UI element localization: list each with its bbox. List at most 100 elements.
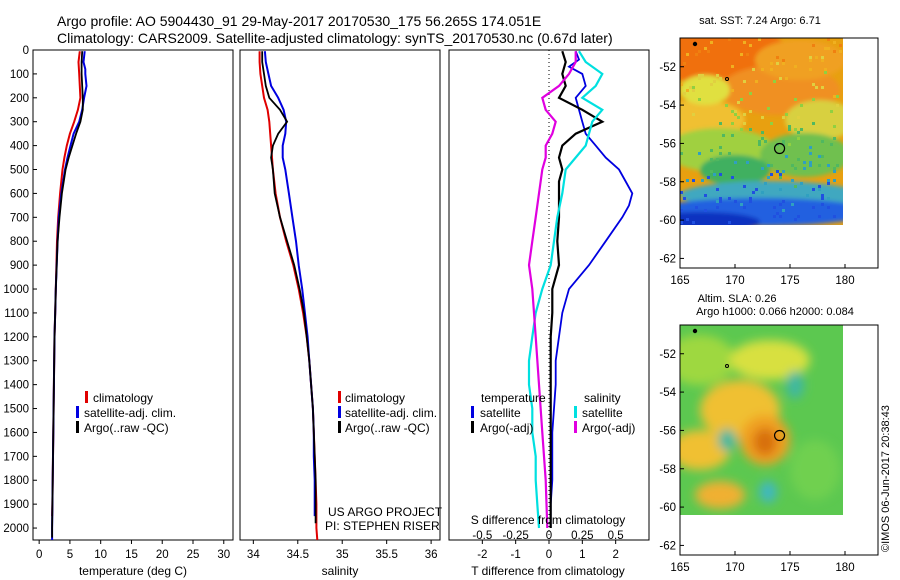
satellite-salinity-line	[263, 51, 316, 517]
depth-axis: 0 100 200 300 400 500 600 700 800 900 1000 1100 1200…	[3, 45, 37, 535]
sla-map-panel: Altim. SLA: 0.26 Argo h1000: 0.066 h2000…	[659, 293, 879, 574]
depth-tick-label: 1300	[3, 356, 29, 368]
lon-tick-label: 170	[725, 275, 744, 287]
lon-tick-label: 180	[835, 275, 854, 287]
depth-tick-label: 800	[10, 236, 29, 248]
sst-map-axes: 165 170 175 180 -52 -54 -56 -58 -60 -62	[659, 41, 855, 287]
x-tick-label: 35	[336, 549, 349, 561]
s-tick-label: 0.25	[571, 530, 593, 542]
sla-map-image	[680, 325, 843, 515]
x-tick-label: 34	[247, 549, 260, 561]
depth-tick-label: 1700	[3, 451, 29, 463]
sla-map-subtitle: Argo h1000: 0.066 h2000: 0.084	[696, 306, 854, 318]
sst-map-panel: sat. SST: 7.24 Argo: 6.71 165 170 175 180 -5…	[659, 15, 879, 287]
argo-position-marker	[773, 142, 786, 155]
temperature-x-label: temperature (deg C)	[79, 564, 187, 578]
sst-map-image	[680, 38, 843, 225]
x-tick-label: 15	[125, 549, 138, 561]
depth-tick-label: 1900	[3, 499, 29, 511]
lon-tick-label: 180	[835, 562, 854, 574]
depth-tick-label: 1800	[3, 475, 29, 487]
x-tick-label: 0	[36, 549, 42, 561]
depth-tick-label: 500	[10, 165, 29, 177]
island-mark	[725, 364, 729, 368]
legend-s-satellite-label: satellite	[582, 406, 623, 420]
satellite-s-difference-line	[527, 50, 604, 529]
lon-tick-label: 165	[670, 562, 689, 574]
argo-temperature-line	[51, 51, 84, 538]
lat-tick-label: -58	[659, 464, 676, 476]
satellite-t-difference-line	[549, 50, 634, 528]
depth-tick-label: 900	[10, 260, 29, 272]
t-difference-label: T difference from climatology	[471, 564, 625, 578]
salinity-x-axis: 34 34.5 35 35.5 36	[247, 540, 438, 561]
s-tick-label: 0.5	[608, 530, 624, 542]
legend-argo-swatch	[76, 421, 79, 433]
imos-timestamp: ©IMOS 06-Jun-2017 20:38:43	[880, 405, 892, 552]
depth-tick-label: 1600	[3, 427, 29, 439]
difference-x-axis: -2 -1 0 1 2 -0.5 -0.25 0 0.25 0.5	[472, 530, 623, 561]
lat-tick-label: -62	[659, 540, 676, 552]
legend-climatology-label: climatology	[93, 391, 153, 405]
argo-salinity-line	[261, 51, 317, 524]
lat-tick-label: -54	[659, 387, 676, 399]
x-tick-label: 36	[425, 549, 438, 561]
lat-tick-label: -56	[659, 425, 676, 437]
legend-salinity-heading: salinity	[584, 391, 621, 405]
legend-t-argo-label: Argo(-adj)	[480, 421, 533, 435]
salinity-legend: climatology satellite-adj. clim. Argo(..…	[338, 391, 437, 435]
sla-map-title: Altim. SLA: 0.26	[698, 293, 777, 305]
lat-tick-label: -56	[659, 138, 676, 150]
x-tick-label: 20	[156, 549, 169, 561]
temperature-panel: 0100200300400500600700800900100011001200…	[3, 45, 234, 578]
sla-map-axes: 165 170 175 180 -52 -54 -56 -58 -60 -62	[659, 328, 855, 574]
s-tick-label: -0.25	[503, 530, 529, 542]
lat-tick-label: -52	[659, 349, 676, 361]
s-difference-label: S difference from climatology	[471, 513, 626, 527]
depth-tick-label: 1200	[3, 332, 29, 344]
depth-tick-label: 1100	[4, 308, 29, 320]
x-tick-label: 0	[546, 549, 552, 561]
project-annotation: US ARGO PROJECT	[328, 505, 443, 519]
pi-annotation: PI: STEPHEN RISER	[325, 519, 440, 533]
x-tick-label: 5	[67, 549, 73, 561]
temperature-plot-frame	[32, 49, 234, 541]
depth-tick-label: 1000	[3, 284, 29, 296]
salinity-plot-frame	[239, 49, 441, 541]
x-tick-label: 25	[187, 549, 200, 561]
salinity-panel: 34 34.5 35 35.5 36 salinity climatology sate…	[239, 49, 443, 578]
legend-t-argo-swatch	[471, 421, 474, 433]
legend-argo-label: Argo(..raw -QC)	[84, 421, 169, 435]
s-tick-label: 0	[546, 530, 552, 542]
depth-tick-label: 1400	[3, 380, 29, 392]
header-line-1: Argo profile: AO 5904430_91 29-May-2017 …	[57, 13, 541, 29]
legend-argo-label: Argo(..raw -QC)	[345, 421, 430, 435]
legend-satellite-swatch	[76, 406, 79, 418]
depth-tick-label: 1500	[3, 404, 29, 416]
temperature-legend: climatology satellite-adj. clim. Argo(..…	[76, 391, 176, 435]
x-tick-label: 30	[217, 549, 230, 561]
lat-tick-label: -54	[659, 100, 676, 112]
lat-tick-label: -52	[659, 62, 676, 74]
legend-satellite-swatch	[338, 406, 341, 418]
x-tick-label: 10	[94, 549, 107, 561]
x-tick-label: 1	[579, 549, 585, 561]
temperature-lines	[51, 51, 88, 540]
legend-t-satellite-swatch	[471, 406, 474, 418]
legend-climatology-label: climatology	[345, 391, 405, 405]
climatology-salinity-line	[258, 51, 319, 541]
argo-s-difference-line	[527, 51, 577, 529]
legend-satellite-label: satellite-adj. clim.	[345, 406, 437, 420]
island-mark	[692, 41, 698, 47]
argo-t-difference-line	[549, 50, 605, 528]
sla-map-frame	[679, 324, 879, 556]
depth-tick-label: 400	[10, 141, 29, 153]
difference-panel: -2 -1 0 1 2 -0.5 -0.25 0 0.25 0.5 S difference fr…	[448, 49, 650, 578]
depth-tick-label: 100	[10, 69, 29, 81]
legend-s-argo-swatch	[574, 421, 577, 433]
legend-climatology-swatch	[338, 391, 341, 403]
depth-tick-label: 2000	[3, 523, 29, 535]
island-mark	[692, 328, 698, 334]
legend-s-argo-label: Argo(-adj)	[582, 421, 635, 435]
